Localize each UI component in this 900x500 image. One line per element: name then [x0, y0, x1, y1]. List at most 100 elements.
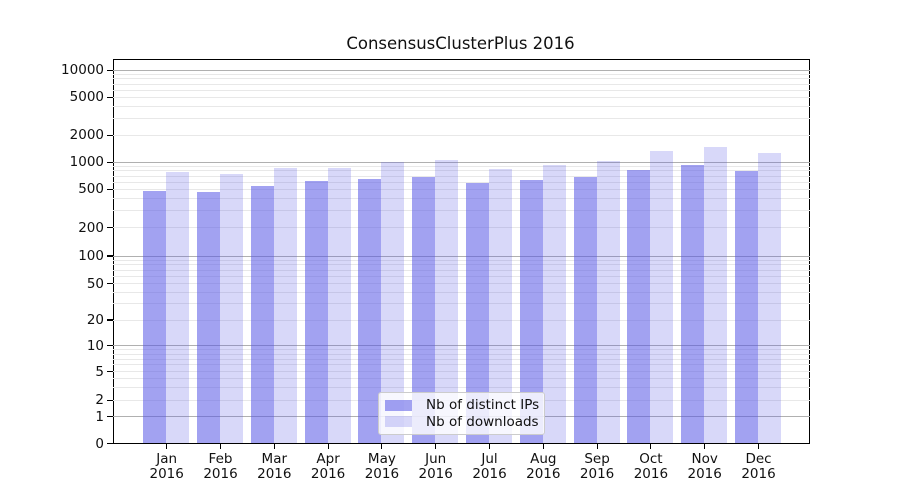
- y-tick-label: 2: [95, 392, 104, 409]
- y-tick-mark: [106, 69, 113, 71]
- x-tick-label: Dec 2016: [727, 451, 791, 483]
- gridline-minor: [112, 117, 810, 119]
- gridline-minor: [112, 264, 810, 266]
- gridline-major: [112, 69, 810, 71]
- y-tick-label: 0: [95, 435, 104, 452]
- y-tick-mark: [106, 399, 113, 401]
- x-tick-month: Aug: [530, 450, 557, 467]
- x-tick-year: 2016: [741, 466, 776, 482]
- gridline-minor: [112, 188, 810, 190]
- x-tick-mark: [273, 443, 275, 449]
- x-tick-month: Jan: [156, 450, 178, 467]
- x-tick-label: Aug 2016: [511, 450, 575, 483]
- x-tick-month: May: [367, 450, 396, 467]
- legend-swatch-downloads-icon: [385, 416, 412, 428]
- gridline-major: [112, 345, 810, 347]
- gridline-minor: [112, 134, 810, 136]
- y-tick-mark: [106, 134, 113, 136]
- y-tick-mark: [106, 442, 113, 445]
- x-tick-year: 2016: [633, 466, 669, 482]
- gridline-minor: [112, 73, 810, 75]
- x-tick-label: Mar 2016: [242, 450, 306, 483]
- y-tick-mark: [106, 345, 113, 347]
- gridline-minor: [112, 275, 810, 277]
- chart-title: ConsensusClusterPlus 2016: [346, 34, 575, 53]
- gridline-minor: [112, 96, 810, 98]
- bar-dec-distinct-ips: [735, 170, 758, 444]
- gridline-minor: [112, 227, 810, 228]
- bar-oct-downloads: [650, 151, 674, 444]
- x-tick-label: Sep 2016: [565, 450, 629, 483]
- gridline-minor: [112, 210, 810, 212]
- x-tick-mark: [435, 443, 437, 449]
- bar-jan-distinct-ips: [143, 191, 167, 444]
- gridline-minor: [112, 165, 810, 167]
- y-tick-mark: [106, 415, 113, 418]
- y-tick-label: 500: [78, 181, 104, 198]
- x-tick-month: Sep: [584, 450, 610, 467]
- gridline-minor: [112, 106, 810, 108]
- y-tick-label: 5000: [69, 89, 104, 106]
- y-tick-mark: [106, 319, 113, 321]
- y-tick-label: 100: [78, 248, 104, 264]
- gridline-minor: [112, 170, 810, 172]
- bar-jul-downloads: [489, 168, 512, 444]
- bar-may-downloads: [381, 161, 405, 444]
- x-tick-mark: [488, 443, 491, 449]
- x-tick-mark: [757, 443, 760, 449]
- gridline-minor: [112, 283, 810, 284]
- gridline-minor: [112, 378, 810, 380]
- gridline-minor: [112, 175, 810, 177]
- x-tick-mark: [381, 443, 383, 449]
- y-tick-mark: [106, 226, 113, 229]
- gridline-minor: [112, 319, 810, 321]
- gridline-minor: [112, 259, 810, 261]
- x-tick-month: Nov: [691, 450, 718, 467]
- gridline-minor: [112, 83, 810, 85]
- gridline-minor: [112, 269, 810, 271]
- bar-may-distinct-ips: [358, 178, 382, 444]
- y-tick-label: 5: [95, 363, 104, 380]
- x-tick-year: 2016: [257, 466, 292, 482]
- gridline-minor: [112, 89, 810, 91]
- gridline-minor: [112, 291, 810, 293]
- x-tick-label: Nov 2016: [673, 450, 737, 483]
- gridline-minor: [112, 364, 810, 366]
- bar-feb-downloads: [220, 173, 243, 444]
- legend-label-downloads: Nb of downloads: [426, 413, 539, 430]
- y-tick-mark: [106, 161, 113, 163]
- bar-aug-distinct-ips: [519, 180, 543, 444]
- y-tick-label: 2000: [69, 127, 104, 144]
- bar-dec-downloads: [758, 152, 781, 444]
- y-tick-label: 20: [86, 312, 104, 328]
- gridline-minor: [112, 181, 810, 183]
- bar-jun-downloads: [435, 160, 459, 444]
- bar-mar-downloads: [273, 168, 297, 444]
- bar-jun-distinct-ips: [412, 177, 436, 444]
- x-tick-year: 2016: [472, 466, 507, 482]
- x-tick-label: Apr 2016: [296, 451, 360, 483]
- x-tick-month: Jul: [481, 450, 498, 467]
- x-tick-year: 2016: [310, 466, 346, 482]
- y-tick-mark: [106, 371, 113, 373]
- x-tick-month: Oct: [639, 450, 663, 467]
- x-tick-mark: [327, 443, 329, 449]
- bar-feb-distinct-ips: [197, 191, 220, 444]
- x-tick-month: Mar: [261, 450, 288, 467]
- x-tick-mark: [650, 443, 652, 449]
- legend: Nb of distinct IPs Nb of downloads: [378, 392, 545, 435]
- bar-jul-distinct-ips: [466, 182, 489, 444]
- x-tick-year: 2016: [687, 466, 722, 482]
- bar-apr-downloads: [327, 168, 351, 444]
- x-tick-mark: [542, 443, 544, 449]
- y-tick-mark: [106, 255, 113, 257]
- x-tick-label: May 2016: [350, 450, 414, 483]
- y-tick-label: 1: [95, 408, 104, 425]
- x-tick-year: 2016: [418, 466, 453, 482]
- gridline-major: [112, 255, 810, 257]
- bar-apr-distinct-ips: [304, 181, 328, 444]
- y-tick-label: 10000: [61, 62, 104, 79]
- gridline-minor: [112, 303, 810, 305]
- bar-sep-downloads: [596, 161, 620, 444]
